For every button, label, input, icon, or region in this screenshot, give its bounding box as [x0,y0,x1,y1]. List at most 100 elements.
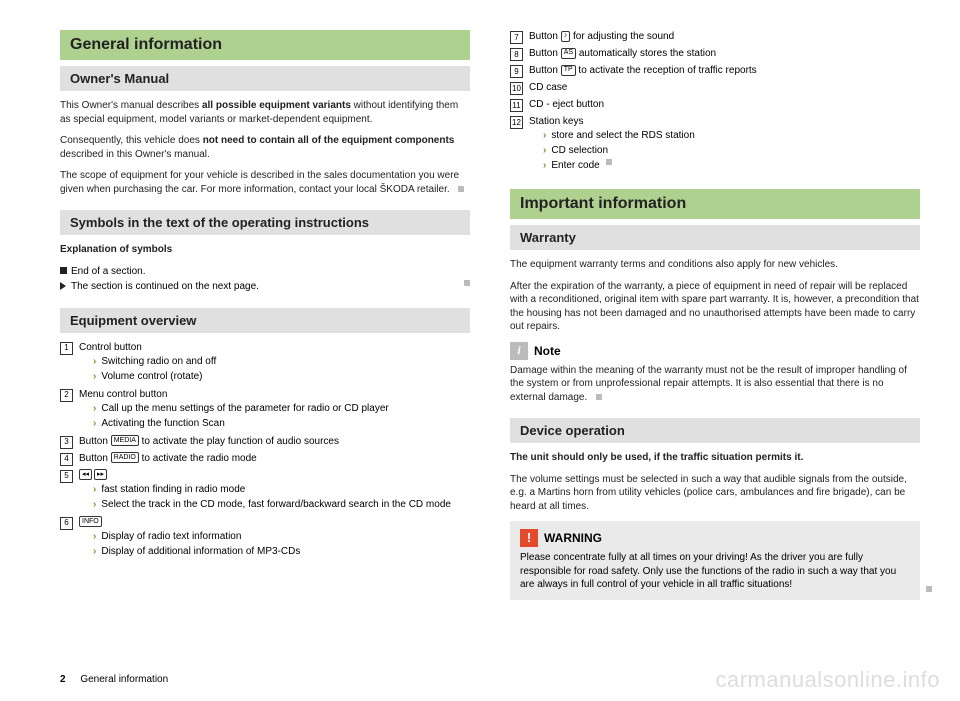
footer-section: General information [80,674,168,685]
number-box: 3 [60,436,73,449]
text: End of a section. [71,266,146,277]
button-label-icon: INFO [79,516,102,527]
sub-item: ›store and select the RDS station [543,129,920,143]
note-body: Damage within the meaning of the warrant… [510,364,920,405]
list-item: 12 Station keys›store and select the RDS … [510,115,920,174]
item-body: CD - eject button [529,98,920,112]
triangle-icon [60,282,66,290]
warning-box: ! WARNING Please concentrate fully at al… [510,521,920,600]
section-title: General information [60,30,470,60]
text-bold: all possible equipment variants [202,100,351,111]
sub-item: ›Call up the menu settings of the parame… [93,402,470,416]
item-label: Button MEDIA to activate the play functi… [79,435,470,449]
text: described in this Owner's manual. [60,149,210,160]
text: Consequently, this vehicle does [60,135,203,146]
item-label: CD - eject button [529,98,920,112]
item-label: ◂◂▸▸ [79,469,470,483]
item-label: CD case [529,81,920,95]
number-box: 12 [510,116,523,129]
sub-item: › CD selection [543,144,920,158]
sub-item: ›Volume control (rotate) [93,370,470,384]
end-of-section-icon [926,586,932,592]
text-bold: not need to contain all of the equipment… [203,135,455,146]
warning-icon: ! [520,529,538,547]
section-title: Important information [510,189,920,219]
button-label-icon: ♪ [561,31,571,42]
button-label-icon: ▸▸ [94,469,107,480]
item-body: ◂◂▸▸›fast station finding in radio mode›… [79,469,470,513]
sub-text: CD selection [551,144,608,158]
chevron-icon: › [93,530,96,544]
chevron-icon: › [93,417,96,431]
item-body: Control button›Switching radio on and of… [79,341,470,385]
equipment-list-right: 7Button ♪ for adjusting the sound 8 Button… [510,30,920,174]
sub-item: › Display of radio text information [93,530,470,544]
item-label: Menu control button [79,388,470,402]
sub-text: Display of radio text information [101,530,241,544]
number-box: 1 [60,342,73,355]
button-label-icon: ◂◂ [79,469,92,480]
list-item: 7Button ♪ for adjusting the sound [510,30,920,44]
sub-item: › Enter code [543,159,920,173]
chevron-icon: › [543,129,546,143]
text: The section is continued on the next pag… [71,281,259,292]
subsection-device-operation: Device operation [510,418,920,443]
subsection-equipment: Equipment overview [60,308,470,333]
button-label-icon: RADIO [111,452,139,463]
list-item: 3 Button MEDIA to activate the play funct… [60,435,470,449]
chevron-icon: › [543,144,546,158]
watermark: carmanualsonline.info [715,667,940,693]
button-label-icon: TP [561,65,576,76]
page-footer: 2 General information [60,674,168,685]
list-item: 5◂◂▸▸›fast station finding in radio mode… [60,469,470,513]
sub-item: ›Activating the function Scan [93,417,470,431]
equipment-list-left: 1 Control button›Switching radio on and o… [60,341,470,560]
number-box: 8 [510,48,523,61]
item-body: Menu control button›Call up the menu set… [79,388,470,432]
paragraph: The scope of equipment for your vehicle … [60,169,470,196]
sub-text: Enter code [551,159,599,173]
chevron-icon: › [93,370,96,384]
chevron-icon: › [543,159,546,173]
list-item: 2Menu control button›Call up the menu se… [60,388,470,432]
text: The scope of equipment for your vehicle … [60,170,459,195]
sub-item: › fast station finding in radio mode [93,483,470,497]
warning-body: Please concentrate fully at all times on… [520,552,896,590]
square-icon [60,267,67,274]
warning-label: WARNING [544,530,602,546]
text: Damage within the meaning of the warrant… [510,365,907,403]
sub-item: ›Switching radio on and off [93,355,470,369]
item-label: Station keys [529,115,920,129]
note-heading: i Note [510,342,920,360]
list-item: 6INFO›Display of radio text information›… [60,516,470,560]
end-of-section-icon [606,159,612,165]
button-label-icon: MEDIA [111,435,139,446]
text: This Owner's manual describes [60,100,202,111]
list-item: 8 Button AS automatically stores the stat… [510,47,920,61]
sub-text: fast station finding in radio mode [101,483,245,497]
list-item: 9 Button TP to activate the reception of … [510,64,920,78]
chevron-icon: › [93,545,96,559]
sub-text: Call up the menu settings of the paramet… [101,402,388,416]
symbol-row: End of a section. [60,265,470,279]
item-label: Button ♪ for adjusting the sound [529,30,920,44]
number-box: 6 [60,517,73,530]
item-label: Button AS automatically stores the stati… [529,47,920,61]
number-box: 10 [510,82,523,95]
number-box: 9 [510,65,523,78]
paragraph: The equipment warranty terms and conditi… [510,258,920,272]
item-body: Station keys›store and select the RDS st… [529,115,920,174]
info-icon: i [510,342,528,360]
left-column: General information Owner's Manual This … [60,30,470,600]
paragraph: After the expiration of the warranty, a … [510,280,920,334]
item-body: Button ♪ for adjusting the sound [529,30,920,44]
item-body: Button AS automatically stores the stati… [529,47,920,61]
symbols-label: Explanation of symbols [60,243,470,257]
item-body: Button RADIO to activate the radio mode [79,452,470,466]
end-of-section-icon [464,280,470,286]
end-of-section-icon [458,186,464,192]
subsection-owners-manual: Owner's Manual [60,66,470,91]
item-label: Button TP to activate the reception of t… [529,64,920,78]
chevron-icon: › [93,483,96,497]
number-box: 5 [60,470,73,483]
